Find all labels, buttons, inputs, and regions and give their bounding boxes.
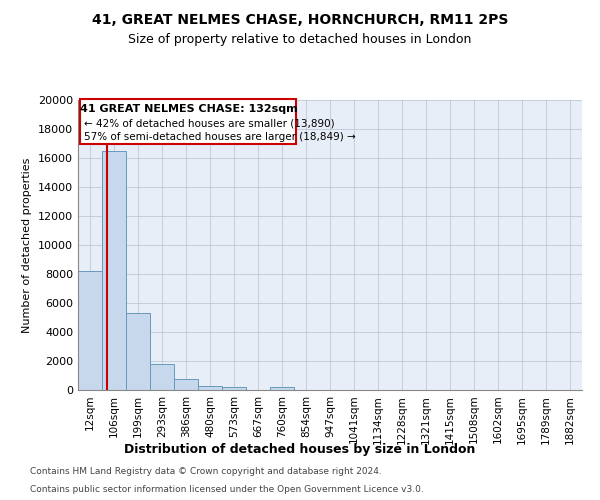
Y-axis label: Number of detached properties: Number of detached properties <box>22 158 32 332</box>
FancyBboxPatch shape <box>80 98 296 144</box>
Bar <box>270 387 294 390</box>
Text: 41, GREAT NELMES CHASE, HORNCHURCH, RM11 2PS: 41, GREAT NELMES CHASE, HORNCHURCH, RM11… <box>92 12 508 26</box>
Text: Distribution of detached houses by size in London: Distribution of detached houses by size … <box>124 442 476 456</box>
Bar <box>150 364 174 390</box>
Text: Contains public sector information licensed under the Open Government Licence v3: Contains public sector information licen… <box>30 485 424 494</box>
Text: ← 42% of detached houses are smaller (13,890): ← 42% of detached houses are smaller (13… <box>84 118 335 128</box>
Bar <box>126 313 150 390</box>
Bar <box>198 386 222 390</box>
Text: 57% of semi-detached houses are larger (18,849) →: 57% of semi-detached houses are larger (… <box>84 132 356 142</box>
Bar <box>222 387 246 390</box>
Text: 41 GREAT NELMES CHASE: 132sqm: 41 GREAT NELMES CHASE: 132sqm <box>80 104 297 115</box>
Text: Contains HM Land Registry data © Crown copyright and database right 2024.: Contains HM Land Registry data © Crown c… <box>30 468 382 476</box>
Bar <box>102 151 126 390</box>
Bar <box>174 379 198 390</box>
Text: Size of property relative to detached houses in London: Size of property relative to detached ho… <box>128 32 472 46</box>
Bar <box>78 271 102 390</box>
